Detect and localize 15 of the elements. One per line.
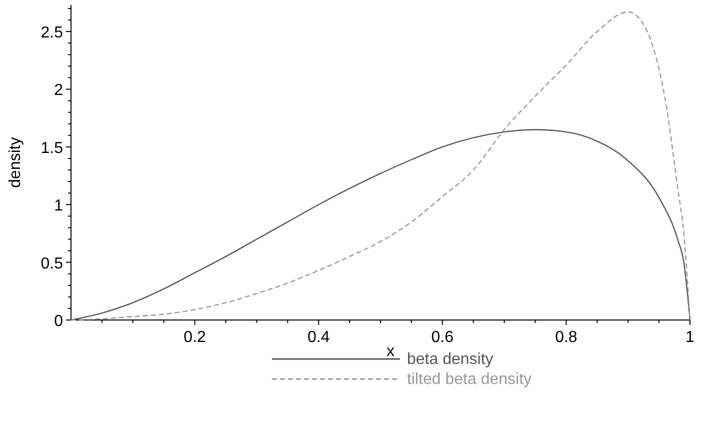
x-tick-label: 1 xyxy=(686,329,695,346)
text: tilted beta density xyxy=(407,371,532,388)
y-tick-label: 2.5 xyxy=(40,24,64,42)
y-tick-label: 1 xyxy=(54,198,64,215)
x-tick-label: 0.2 xyxy=(184,329,206,346)
y-tick-label: 0.5 xyxy=(40,255,64,272)
y-tick-label: 0 xyxy=(54,313,64,330)
x-axis-title: x xyxy=(386,343,394,360)
y-axis-title: density xyxy=(7,137,24,188)
y-tick-label: 2 xyxy=(54,82,64,100)
y-tick-label: 1.5 xyxy=(40,140,64,157)
x-tick-label: 0.6 xyxy=(431,329,454,346)
x-tick-label: 0.8 xyxy=(555,329,578,346)
text: beta density xyxy=(407,351,494,368)
x-tick-label: 0.4 xyxy=(307,329,330,346)
